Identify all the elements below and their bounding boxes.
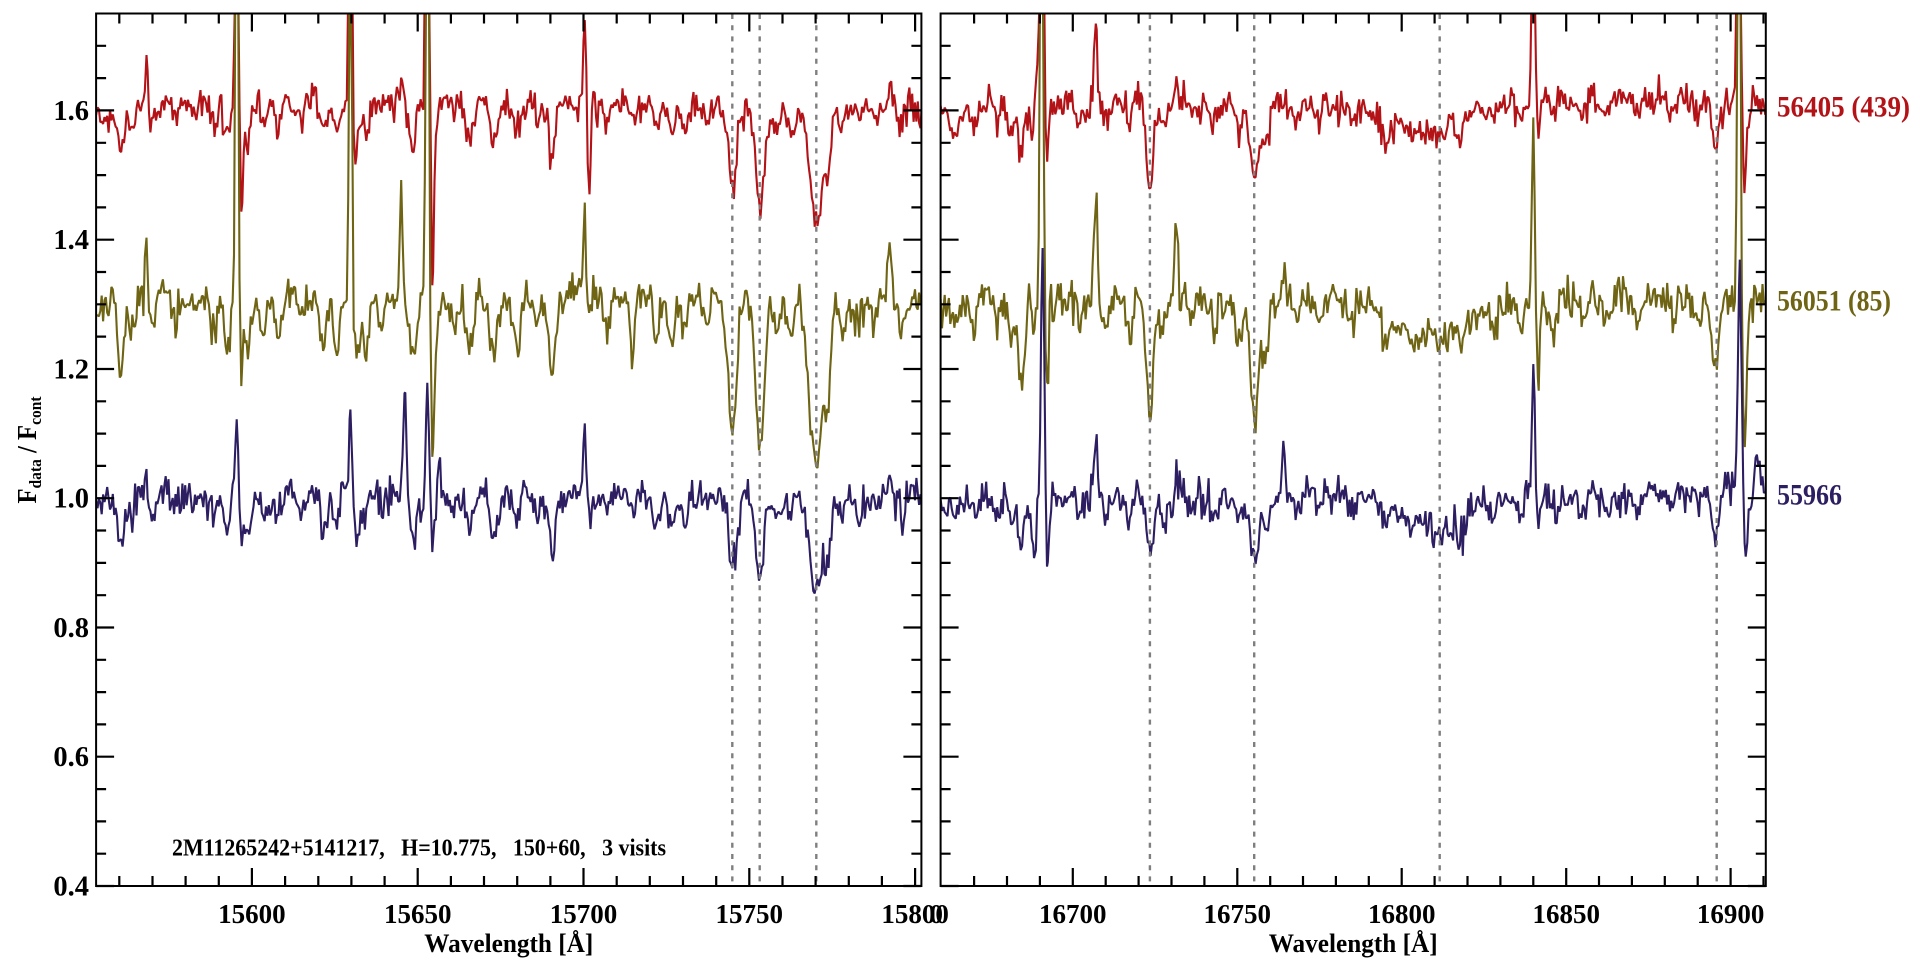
svg-text:16850: 16850 — [1532, 899, 1600, 929]
svg-text:56051 (85): 56051 (85) — [1777, 285, 1891, 318]
svg-text:1.6: 1.6 — [53, 96, 89, 127]
svg-text:15750: 15750 — [716, 899, 784, 929]
svg-text:16800: 16800 — [1368, 899, 1436, 929]
svg-text:16700: 16700 — [1039, 899, 1107, 929]
svg-text:56405 (439): 56405 (439) — [1777, 91, 1910, 124]
svg-text:15600: 15600 — [218, 899, 286, 929]
svg-text:15700: 15700 — [550, 899, 618, 929]
svg-text:1.2: 1.2 — [53, 355, 89, 386]
svg-text:Wavelength [Å]: Wavelength [Å] — [1269, 929, 1438, 958]
svg-text:1.4: 1.4 — [53, 225, 89, 256]
svg-text:1.0: 1.0 — [53, 484, 89, 515]
svg-text:16900: 16900 — [1697, 899, 1765, 929]
svg-text:55966: 55966 — [1777, 479, 1842, 512]
svg-text:16750: 16750 — [1204, 899, 1272, 929]
svg-text:15800: 15800 — [881, 899, 949, 929]
svg-text:0.8: 0.8 — [53, 613, 89, 644]
svg-text:2M11265242+5141217, H=10.775: 2M11265242+5141217, H=10.775, 150+60, 3 … — [172, 835, 666, 862]
svg-text:Wavelength [Å]: Wavelength [Å] — [424, 929, 593, 958]
svg-text:0: 0 — [929, 899, 943, 929]
svg-text:0.6: 0.6 — [53, 742, 89, 773]
svg-text:15650: 15650 — [384, 899, 452, 929]
svg-text:0.4: 0.4 — [53, 872, 89, 903]
svg-text:Fdata / Fcont: Fdata / Fcont — [12, 396, 45, 503]
